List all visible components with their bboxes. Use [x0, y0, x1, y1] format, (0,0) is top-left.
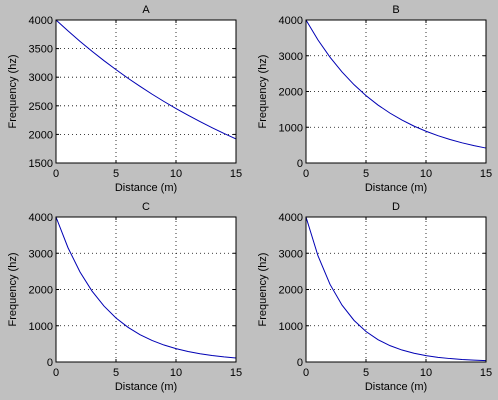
y-tick-label: 0 — [47, 357, 53, 369]
series-line-d — [305, 216, 487, 362]
y-tick-label: 0 — [297, 158, 303, 170]
x-tick-label: 5 — [113, 367, 119, 379]
chart-title-d: D — [392, 201, 400, 213]
x-axis-label: Distance (m) — [365, 182, 427, 194]
plot-area — [56, 20, 236, 163]
y-tick-label: 3000 — [29, 248, 53, 260]
x-axis-label: Distance (m) — [115, 182, 177, 194]
x-tick-label: 0 — [303, 168, 309, 180]
x-tick-label: 5 — [363, 168, 369, 180]
y-tick-label: 4000 — [29, 15, 53, 27]
y-axis-label: Frequency (hz) — [7, 55, 19, 129]
y-tick-label: 4000 — [279, 212, 303, 224]
chart-title-c: C — [142, 201, 150, 213]
y-tick-label: 2000 — [279, 285, 303, 297]
x-tick-label: 10 — [420, 168, 432, 180]
plot-area — [306, 20, 486, 163]
x-tick-label: 15 — [230, 168, 242, 180]
y-axis-label: Frequency (hz) — [257, 55, 269, 129]
series-line-c — [55, 216, 237, 359]
subplot-b: 0 5 10 15 0 1000 2000 3000 4000 B Distance (m) Freq… — [257, 4, 492, 194]
y-tick-label: 2000 — [29, 285, 53, 297]
subplot-d: 0 5 10 15 0 1000 2000 3000 4000 D Distance (m) Freq… — [257, 201, 492, 393]
x-tick-label: 10 — [170, 367, 182, 379]
y-tick-label: 1000 — [279, 122, 303, 134]
subplot-a: 0 5 10 15 1500 2000 2500 3000 3500 4000 A Distance … — [7, 4, 242, 194]
y-tick-label: 3000 — [279, 51, 303, 63]
axes-box — [55, 19, 237, 164]
x-tick-label: 10 — [420, 367, 432, 379]
x-tick-label: 0 — [53, 367, 59, 379]
x-tick-label: 0 — [53, 168, 59, 180]
y-tick-label: 3500 — [29, 44, 53, 56]
y-tick-label: 1000 — [29, 321, 53, 333]
x-tick-label: 15 — [480, 367, 492, 379]
y-tick-label: 4000 — [29, 212, 53, 224]
y-tick-label: 2500 — [29, 101, 53, 113]
y-tick-label: 3000 — [29, 72, 53, 84]
series-line-a — [55, 19, 237, 140]
chart-title-a: A — [142, 4, 150, 16]
y-tick-label: 0 — [297, 357, 303, 369]
x-tick-label: 15 — [480, 168, 492, 180]
x-tick-label: 5 — [363, 367, 369, 379]
x-axis-label: Distance (m) — [115, 381, 177, 393]
x-tick-label: 5 — [113, 168, 119, 180]
chart-title-b: B — [392, 4, 399, 16]
plot-area — [306, 217, 486, 362]
x-axis-label: Distance (m) — [365, 381, 427, 393]
y-tick-label: 4000 — [279, 15, 303, 27]
y-tick-label: 2000 — [29, 129, 53, 141]
x-tick-label: 10 — [170, 168, 182, 180]
series-line-b — [305, 19, 487, 149]
y-tick-label: 2000 — [279, 87, 303, 99]
y-axis-label: Frequency (hz) — [257, 253, 269, 327]
x-tick-label: 0 — [303, 367, 309, 379]
y-tick-label: 3000 — [279, 248, 303, 260]
subplot-c: 0 5 10 15 0 1000 2000 3000 4000 C Distance (m) Freq… — [7, 201, 242, 393]
y-tick-label: 1000 — [279, 321, 303, 333]
y-tick-label: 1500 — [29, 158, 53, 170]
x-tick-label: 15 — [230, 367, 242, 379]
y-axis-label: Frequency (hz) — [7, 253, 19, 327]
